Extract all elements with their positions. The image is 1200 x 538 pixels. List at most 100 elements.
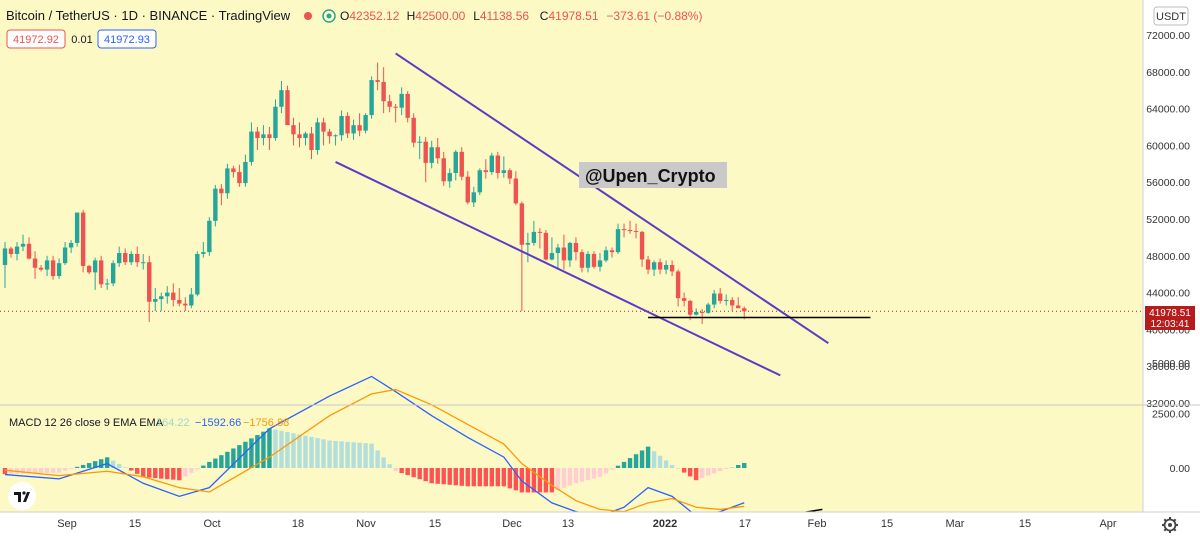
candle[interactable] [417,136,422,160]
candle[interactable] [98,255,104,288]
candle[interactable] [513,171,519,206]
candle[interactable] [74,212,80,247]
lower-trendline[interactable] [335,161,781,377]
candle[interactable] [651,260,657,277]
candle[interactable] [549,237,555,261]
candle[interactable] [657,258,663,275]
candle[interactable] [261,125,266,146]
candle[interactable] [519,201,525,311]
candle[interactable] [291,117,296,146]
candle[interactable] [693,308,699,316]
candle[interactable] [110,260,116,287]
candle[interactable] [555,243,561,270]
candle[interactable] [717,288,723,304]
candle[interactable] [615,223,621,254]
candle[interactable] [225,163,230,199]
candle[interactable] [297,122,302,148]
candle[interactable] [423,137,428,183]
candle[interactable] [116,246,122,267]
candle[interactable] [663,260,669,275]
candle[interactable] [243,154,248,187]
candle[interactable] [369,76,374,119]
candle[interactable] [441,151,446,186]
candle[interactable] [699,309,705,324]
sell-price-box[interactable] [6,29,66,49]
candle[interactable] [273,99,278,141]
gear-icon[interactable] [1162,517,1178,533]
candle[interactable] [32,251,38,279]
candle[interactable] [675,269,681,307]
candle[interactable] [285,85,290,126]
candle[interactable] [92,257,98,290]
candle[interactable] [495,151,501,179]
candle[interactable] [153,288,158,311]
candle[interactable] [309,127,314,160]
candle[interactable] [489,152,495,175]
candle[interactable] [201,242,206,258]
candle[interactable] [525,232,531,263]
candle[interactable] [453,150,458,181]
candle[interactable] [483,159,488,179]
candle[interactable] [730,297,735,311]
candle[interactable] [375,62,380,91]
candle[interactable] [44,255,50,277]
candle[interactable] [597,253,603,272]
candle[interactable] [609,247,615,258]
candle[interactable] [62,242,68,265]
candle[interactable] [123,248,128,265]
candle[interactable] [724,294,729,306]
candle[interactable] [477,168,482,196]
candle[interactable] [237,164,242,187]
candle[interactable] [195,251,200,297]
candle[interactable] [705,302,711,314]
candle[interactable] [681,292,687,307]
candle[interactable] [20,234,26,252]
candle[interactable] [621,223,627,238]
candle[interactable] [465,171,470,205]
candle[interactable] [183,297,188,311]
macd-line[interactable] [4,375,745,517]
candle[interactable] [357,113,362,137]
symbol-title[interactable]: Bitcoin / TetherUS · 1D · BINANCE · Trad… [6,8,291,23]
candle[interactable] [165,286,170,304]
candle[interactable] [147,255,152,323]
candle[interactable] [585,251,591,273]
candle[interactable] [2,242,8,288]
currency-badge[interactable] [1153,6,1189,26]
candle[interactable] [249,122,254,166]
candle[interactable] [627,220,633,234]
candle[interactable] [189,288,194,309]
candle[interactable] [141,253,146,270]
candle[interactable] [315,117,320,155]
candle[interactable] [711,289,717,309]
candle[interactable] [363,113,368,134]
candle[interactable] [86,265,92,275]
candle[interactable] [129,251,134,265]
candle[interactable] [669,260,675,277]
candle[interactable] [411,113,416,148]
candle[interactable] [387,94,392,113]
candle[interactable] [8,246,14,258]
candle[interactable] [207,217,212,256]
candle[interactable] [447,168,452,188]
candle[interactable] [603,246,609,263]
candle[interactable] [14,242,20,261]
candle[interactable] [435,138,440,164]
price-plot[interactable] [0,52,1143,377]
candle[interactable] [345,112,350,139]
candle[interactable] [381,67,386,114]
candle[interactable] [177,288,182,307]
candle[interactable] [50,255,56,280]
candle[interactable] [393,104,398,123]
candle[interactable] [135,246,140,267]
candle[interactable] [471,186,476,208]
candle[interactable] [255,127,260,150]
candle[interactable] [171,283,176,307]
candle[interactable] [303,131,308,146]
market-status-dot[interactable] [304,12,312,20]
tradingview-logo[interactable] [8,482,36,510]
candle[interactable] [579,249,585,273]
candle[interactable] [639,230,645,267]
candle[interactable] [26,237,32,260]
